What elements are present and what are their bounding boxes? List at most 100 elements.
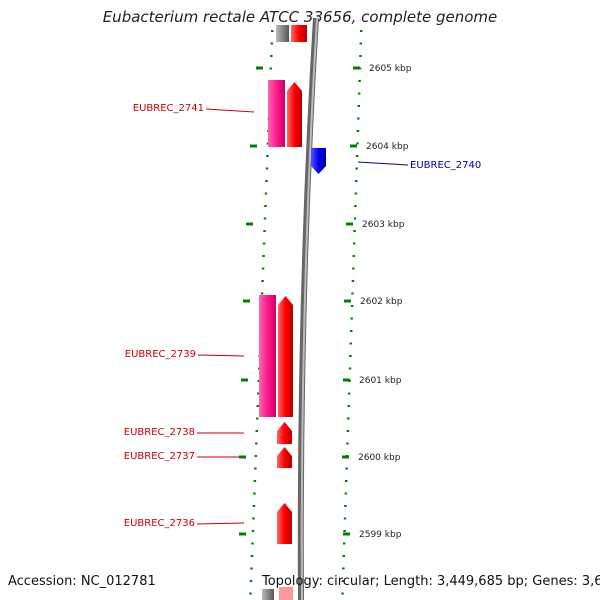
tick-dot-inner xyxy=(265,167,269,170)
tick-mark-inner xyxy=(243,299,250,303)
tick-dot-outer xyxy=(350,330,353,332)
tick-label: 2600 kbp xyxy=(358,453,401,463)
tick-dot-inner xyxy=(262,242,266,245)
tick-mark-inner xyxy=(239,455,246,459)
tick-dot-outer xyxy=(354,192,358,195)
tick-label: 2601 kbp xyxy=(359,376,402,386)
tick-dot-inner xyxy=(257,380,260,382)
tick-dot-outer xyxy=(357,117,360,120)
tick-dot-inner xyxy=(255,442,258,445)
gene-leader-line xyxy=(197,354,245,357)
tick-dot-outer xyxy=(344,492,348,495)
tick-dot-outer xyxy=(342,555,345,557)
tick-dot-inner xyxy=(262,255,265,257)
tick-label: 2604 kbp xyxy=(366,142,409,152)
map-title: Eubacterium rectale ATCC 33656, complete… xyxy=(102,8,498,26)
gene-label: EUBREC_2739 xyxy=(125,349,196,360)
tick-mark-inner xyxy=(241,378,248,382)
tick-dot-inner xyxy=(264,192,268,195)
tick-dot-inner xyxy=(252,517,255,520)
tick-dot-outer xyxy=(345,480,348,482)
tick-mark-inner xyxy=(246,222,253,226)
kbp-ticks: 2605 kbp 2604 kbp 2603 kbp 2602 kbp 2601 kbp… xyxy=(239,64,412,540)
tick-dot-inner xyxy=(249,592,252,595)
tick-label: 2605 kbp xyxy=(369,64,412,74)
tick-label: 2599 kbp xyxy=(359,530,402,540)
tick-dot-outer xyxy=(357,92,361,95)
gene-arrow-forward xyxy=(277,422,292,444)
tick-mark-outer xyxy=(343,532,350,536)
tick-dot-outer xyxy=(342,567,345,570)
gene-label: EUBREC_2738 xyxy=(124,427,195,438)
tick-dot-inner xyxy=(263,230,266,232)
tick-label: 2602 kbp xyxy=(360,297,403,307)
gene-leader-line xyxy=(196,522,245,525)
tick-dot-outer xyxy=(346,442,349,445)
feature-edge-top-grey xyxy=(276,25,289,42)
tick-dot-outer xyxy=(351,280,355,282)
tick-dot-outer xyxy=(341,592,344,595)
gene-arrow-forward xyxy=(278,296,293,417)
tick-mark-outer xyxy=(344,299,351,303)
tick-dot-outer xyxy=(343,517,347,520)
tick-dot-outer xyxy=(359,55,362,57)
tick-dot-inner xyxy=(253,480,257,482)
cds-bar xyxy=(259,295,276,417)
tick-dot-outer xyxy=(347,392,351,395)
tick-dot-inner xyxy=(266,155,269,157)
accession-text: Accession: NC_012781 xyxy=(8,574,156,589)
tick-dot-outer xyxy=(358,80,361,82)
tick-dot-outer xyxy=(355,167,358,170)
gene-arrow-forward xyxy=(277,447,292,468)
tick-dot-inner xyxy=(252,505,256,507)
gene-label: EUBREC_2736 xyxy=(124,518,195,529)
tick-dot-outer xyxy=(350,317,353,320)
gene-features xyxy=(259,25,326,600)
tick-dot-inner xyxy=(253,492,256,495)
tick-dot-outer xyxy=(360,30,363,32)
tick-dot-outer xyxy=(353,217,357,220)
tick-dot-inner xyxy=(263,217,267,220)
tick-dot-inner xyxy=(255,430,259,432)
tick-dot-inner xyxy=(251,542,254,545)
tick-dot-outer xyxy=(346,430,350,432)
tick-dot-outer xyxy=(345,467,348,470)
tick-dot-outer xyxy=(348,367,352,370)
tick-dot-outer xyxy=(356,130,360,132)
tick-dot-inner xyxy=(250,567,253,570)
tick-dot-inner xyxy=(256,405,260,407)
tick-dot-outer xyxy=(353,230,356,232)
tick-dot-inner xyxy=(254,467,257,470)
tick-dot-outer xyxy=(355,155,359,157)
tick-mark-outer xyxy=(350,144,357,148)
genome-backbone xyxy=(297,17,319,600)
tick-dot-outer xyxy=(357,105,360,107)
gene-labels: EUBREC_2741 EUBREC_2740 EUBREC_2739 EUBREC_… xyxy=(124,103,481,529)
tick-dot-outer xyxy=(343,530,346,532)
tick-label: 2603 kbp xyxy=(362,220,405,230)
backbone-band xyxy=(297,17,319,600)
gene-arrow-forward xyxy=(287,82,302,147)
tick-dot-inner xyxy=(261,280,264,282)
tick-dot-inner xyxy=(254,455,258,457)
cds-bar xyxy=(268,80,285,147)
gene-arrow-reverse xyxy=(311,148,326,174)
tick-dot-outer xyxy=(351,292,354,295)
gene-arrow-forward xyxy=(277,503,292,544)
tick-dot-outer xyxy=(355,180,358,182)
tick-mark-inner xyxy=(250,144,257,148)
tick-dot-inner xyxy=(265,180,268,182)
feature-edge-bottom-grey xyxy=(262,589,274,600)
tick-dot-inner xyxy=(257,392,260,395)
tick-dots xyxy=(249,30,363,595)
backbone-highlight xyxy=(300,17,318,600)
tick-dot-outer xyxy=(356,142,359,145)
tick-mark-outer xyxy=(343,378,350,382)
tick-dot-outer xyxy=(354,205,357,207)
tick-dot-inner xyxy=(270,55,273,57)
tick-mark-outer xyxy=(353,66,360,70)
tick-mark-inner xyxy=(239,532,246,536)
tick-dot-outer xyxy=(352,267,355,270)
